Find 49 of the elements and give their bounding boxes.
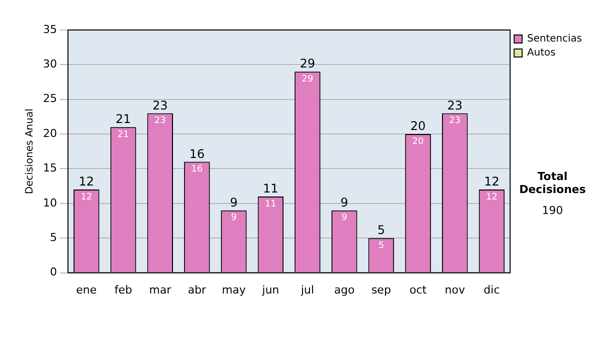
legend-label: Autos: [527, 48, 556, 59]
y-tick-label: 0: [50, 266, 57, 279]
y-tick-label: 5: [50, 230, 57, 244]
total-label: 5: [377, 223, 385, 238]
x-tick-label: mar: [149, 283, 172, 296]
data-label: 9: [341, 213, 348, 224]
y-tick-label: 20: [42, 126, 57, 140]
data-label: 12: [80, 192, 92, 202]
total-label: 9: [340, 195, 348, 210]
y-tick-label: 30: [42, 58, 57, 71]
total-label: 23: [152, 98, 168, 112]
y-tick-label: 15: [42, 162, 57, 175]
x-tick-label: nov: [444, 283, 466, 296]
total-label: 20: [410, 119, 426, 134]
total-label: 12: [78, 174, 94, 189]
data-label: 29: [302, 74, 314, 84]
x-tick-label: oct: [409, 283, 428, 296]
data-label: 16: [191, 164, 203, 175]
x-tick-label: ene: [76, 283, 97, 296]
total-label: 21: [116, 112, 131, 126]
x-tick-label: sep: [371, 283, 391, 296]
data-label: 23: [449, 116, 461, 126]
x-tick-label: jul: [300, 283, 314, 296]
data-label: 21: [118, 130, 129, 140]
data-label: 20: [412, 136, 424, 147]
y-axis-title: Decisiones Anual: [24, 108, 36, 194]
y-tick-label: 35: [42, 22, 57, 36]
total-label: 16: [189, 146, 205, 161]
x-tick-label: jun: [261, 283, 280, 296]
y-tick-label: 10: [42, 196, 57, 210]
total-label: 11: [263, 182, 278, 196]
x-tick-label: ago: [334, 283, 355, 296]
text: 190: [541, 204, 564, 217]
legend-label: Sentencias: [527, 34, 582, 45]
total-label: 29: [300, 56, 316, 71]
data-label: 11: [264, 199, 276, 210]
total-label: 9: [230, 195, 238, 210]
y-tick-label: 25: [42, 92, 57, 106]
x-tick-label: dic: [484, 283, 500, 296]
x-tick-label: feb: [114, 283, 132, 296]
x-tick-label: may: [222, 283, 246, 296]
data-label: 5: [378, 240, 384, 251]
total-label: 23: [447, 98, 463, 112]
data-label: 12: [486, 192, 498, 202]
total-label: 12: [484, 174, 500, 189]
x-tick-label: abr: [188, 283, 207, 296]
data-label: 23: [154, 116, 166, 126]
text: Total Decisiones: [518, 170, 587, 196]
data-label: 9: [230, 213, 237, 224]
